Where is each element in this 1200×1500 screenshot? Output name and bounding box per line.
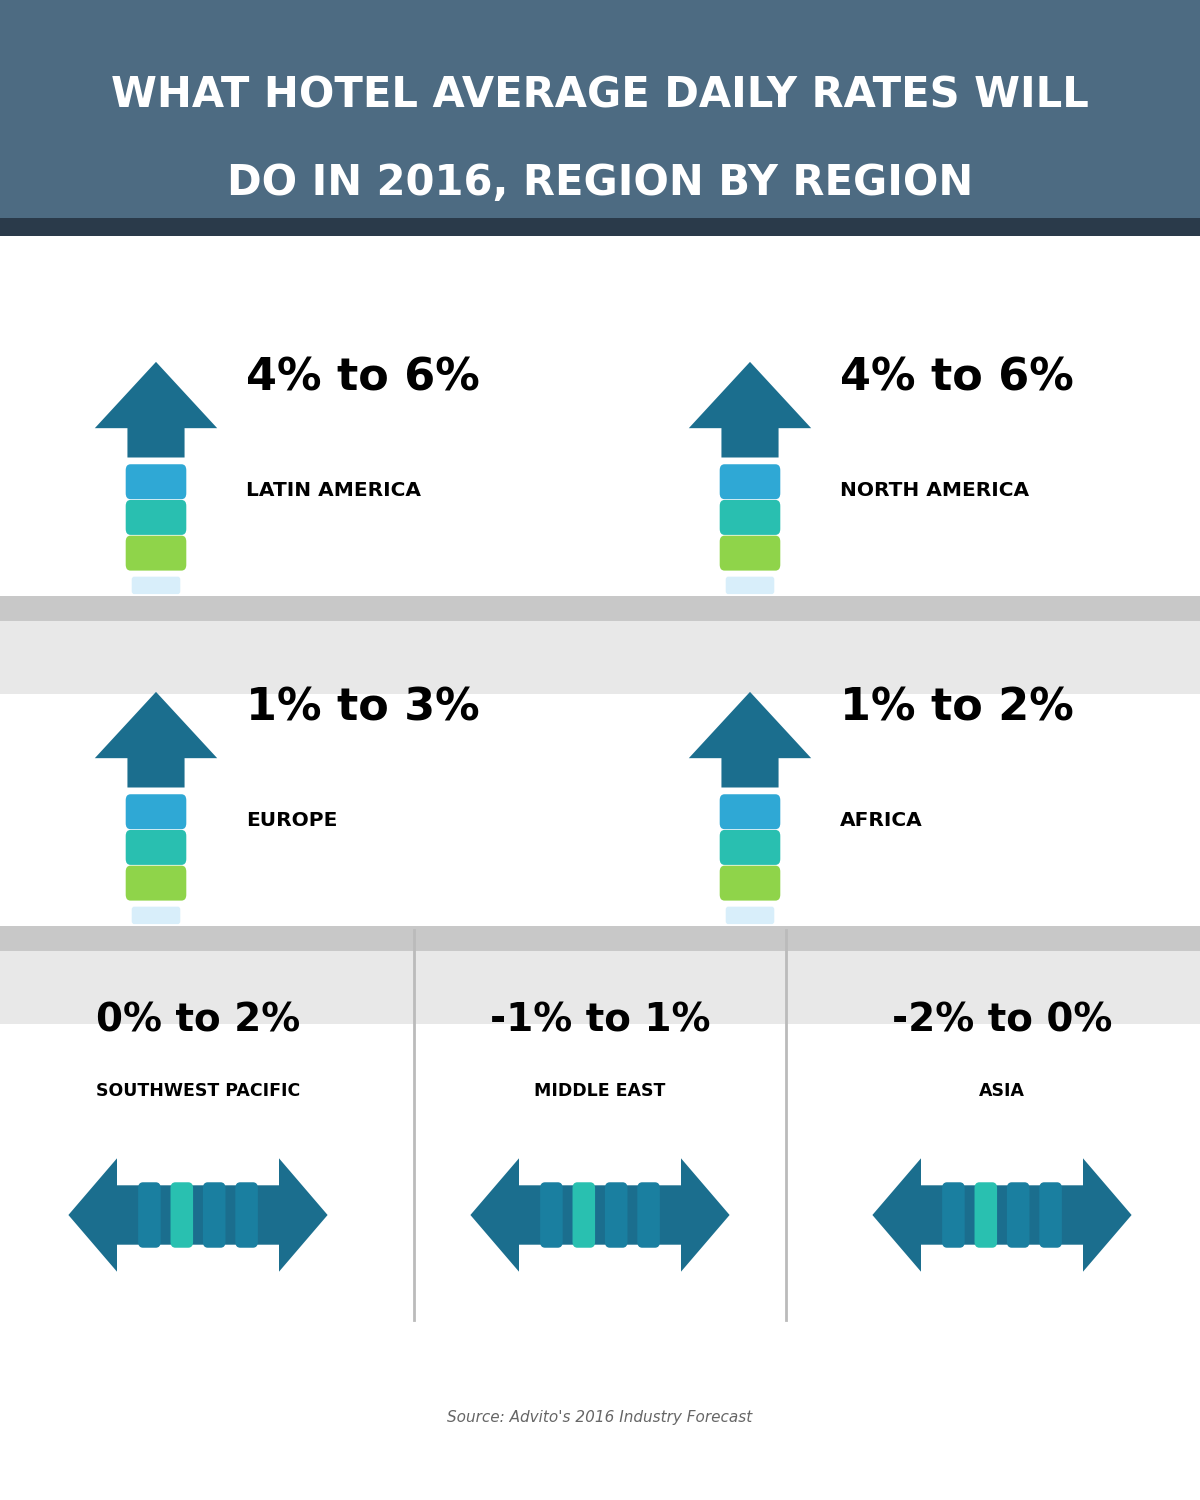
Bar [0,926,1200,1023]
Polygon shape [872,1158,1002,1272]
Bar [0,597,1200,621]
Text: MIDDLE EAST: MIDDLE EAST [534,1082,666,1100]
Polygon shape [68,1158,198,1272]
Polygon shape [95,692,217,788]
FancyBboxPatch shape [605,1182,628,1248]
FancyBboxPatch shape [726,576,774,594]
FancyBboxPatch shape [720,830,780,866]
FancyBboxPatch shape [132,576,180,594]
Bar [0,0,1200,217]
Polygon shape [689,692,811,788]
FancyBboxPatch shape [1007,1182,1030,1248]
Bar [0,596,1200,693]
Text: 1% to 3%: 1% to 3% [246,687,480,729]
FancyBboxPatch shape [126,536,186,570]
Text: ASIA: ASIA [979,1082,1025,1100]
FancyBboxPatch shape [126,465,186,500]
Polygon shape [470,1158,600,1272]
FancyBboxPatch shape [540,1182,563,1248]
FancyBboxPatch shape [942,1182,965,1248]
FancyBboxPatch shape [572,1182,595,1248]
Text: DO IN 2016, REGION BY REGION: DO IN 2016, REGION BY REGION [227,162,973,204]
FancyBboxPatch shape [126,795,186,830]
FancyBboxPatch shape [974,1182,997,1248]
Polygon shape [95,362,217,458]
FancyBboxPatch shape [132,906,180,924]
Text: 0% to 2%: 0% to 2% [96,1000,300,1039]
FancyBboxPatch shape [235,1182,258,1248]
Text: SOUTHWEST PACIFIC: SOUTHWEST PACIFIC [96,1082,300,1100]
Text: -2% to 0%: -2% to 0% [892,1000,1112,1039]
FancyBboxPatch shape [720,865,780,900]
FancyBboxPatch shape [203,1182,226,1248]
Text: EUROPE: EUROPE [246,812,337,830]
FancyBboxPatch shape [126,830,186,866]
FancyBboxPatch shape [138,1182,161,1248]
Text: -1% to 1%: -1% to 1% [490,1000,710,1039]
Bar [0,217,1200,236]
Text: NORTH AMERICA: NORTH AMERICA [840,482,1030,500]
FancyBboxPatch shape [720,500,780,536]
Bar [0,926,1200,951]
FancyBboxPatch shape [170,1182,193,1248]
Polygon shape [689,362,811,458]
Polygon shape [198,1158,328,1272]
Text: 4% to 6%: 4% to 6% [840,357,1074,399]
Polygon shape [600,1158,730,1272]
Text: Source: Advito's 2016 Industry Forecast: Source: Advito's 2016 Industry Forecast [448,1410,752,1425]
FancyBboxPatch shape [126,500,186,536]
FancyBboxPatch shape [126,865,186,900]
FancyBboxPatch shape [720,536,780,570]
FancyBboxPatch shape [726,906,774,924]
Text: WHAT HOTEL AVERAGE DAILY RATES WILL: WHAT HOTEL AVERAGE DAILY RATES WILL [112,75,1088,117]
Text: 1% to 2%: 1% to 2% [840,687,1074,729]
Text: LATIN AMERICA: LATIN AMERICA [246,482,421,500]
FancyBboxPatch shape [1039,1182,1062,1248]
FancyBboxPatch shape [720,465,780,500]
Text: AFRICA: AFRICA [840,812,923,830]
FancyBboxPatch shape [720,795,780,830]
Polygon shape [1002,1158,1132,1272]
Text: 4% to 6%: 4% to 6% [246,357,480,399]
FancyBboxPatch shape [637,1182,660,1248]
